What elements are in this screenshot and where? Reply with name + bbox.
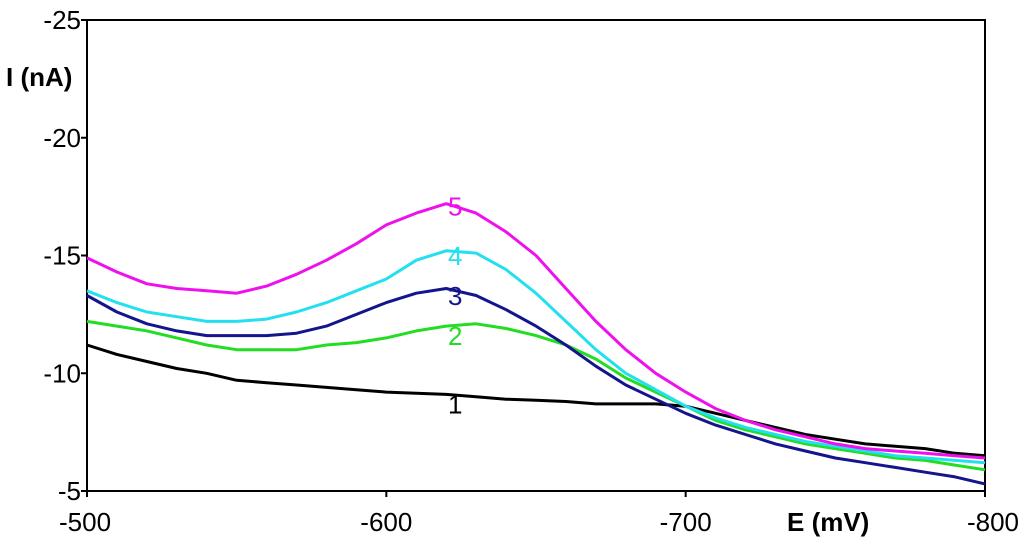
series-label-4: 4: [448, 241, 462, 271]
series-line-1: [86, 343, 986, 458]
y-tick-layer: -5 -10 -15 -20 -25: [43, 5, 87, 506]
x-tick-label: -700: [660, 507, 712, 537]
x-tick-label: -800: [967, 507, 1019, 537]
series-line-4: [86, 249, 986, 465]
x-axis-title: E (mV): [787, 507, 869, 537]
x-tick-label: -600: [360, 507, 412, 537]
series-label-2: 2: [448, 321, 462, 351]
series-line-5: [86, 202, 986, 460]
y-axis-title: I (nA): [6, 62, 72, 92]
y-tick-label: -5: [58, 476, 81, 506]
series-line-2: [86, 319, 986, 472]
series-label-1: 1: [448, 389, 462, 419]
y-tick-label: -15: [43, 241, 81, 271]
x-tick-layer: -500 -600 -700 -800: [59, 491, 1019, 537]
series-label-3: 3: [448, 281, 462, 311]
series-label-5: 5: [448, 191, 462, 221]
y-tick-label: -20: [43, 123, 81, 153]
series-line-3: [86, 287, 986, 486]
series-label-layer: 1 2 3 4 5: [448, 191, 462, 419]
y-tick-label: -10: [43, 358, 81, 388]
x-tick-label: -500: [59, 507, 111, 537]
series-layer: [86, 202, 986, 486]
y-tick-label: -25: [43, 5, 81, 35]
